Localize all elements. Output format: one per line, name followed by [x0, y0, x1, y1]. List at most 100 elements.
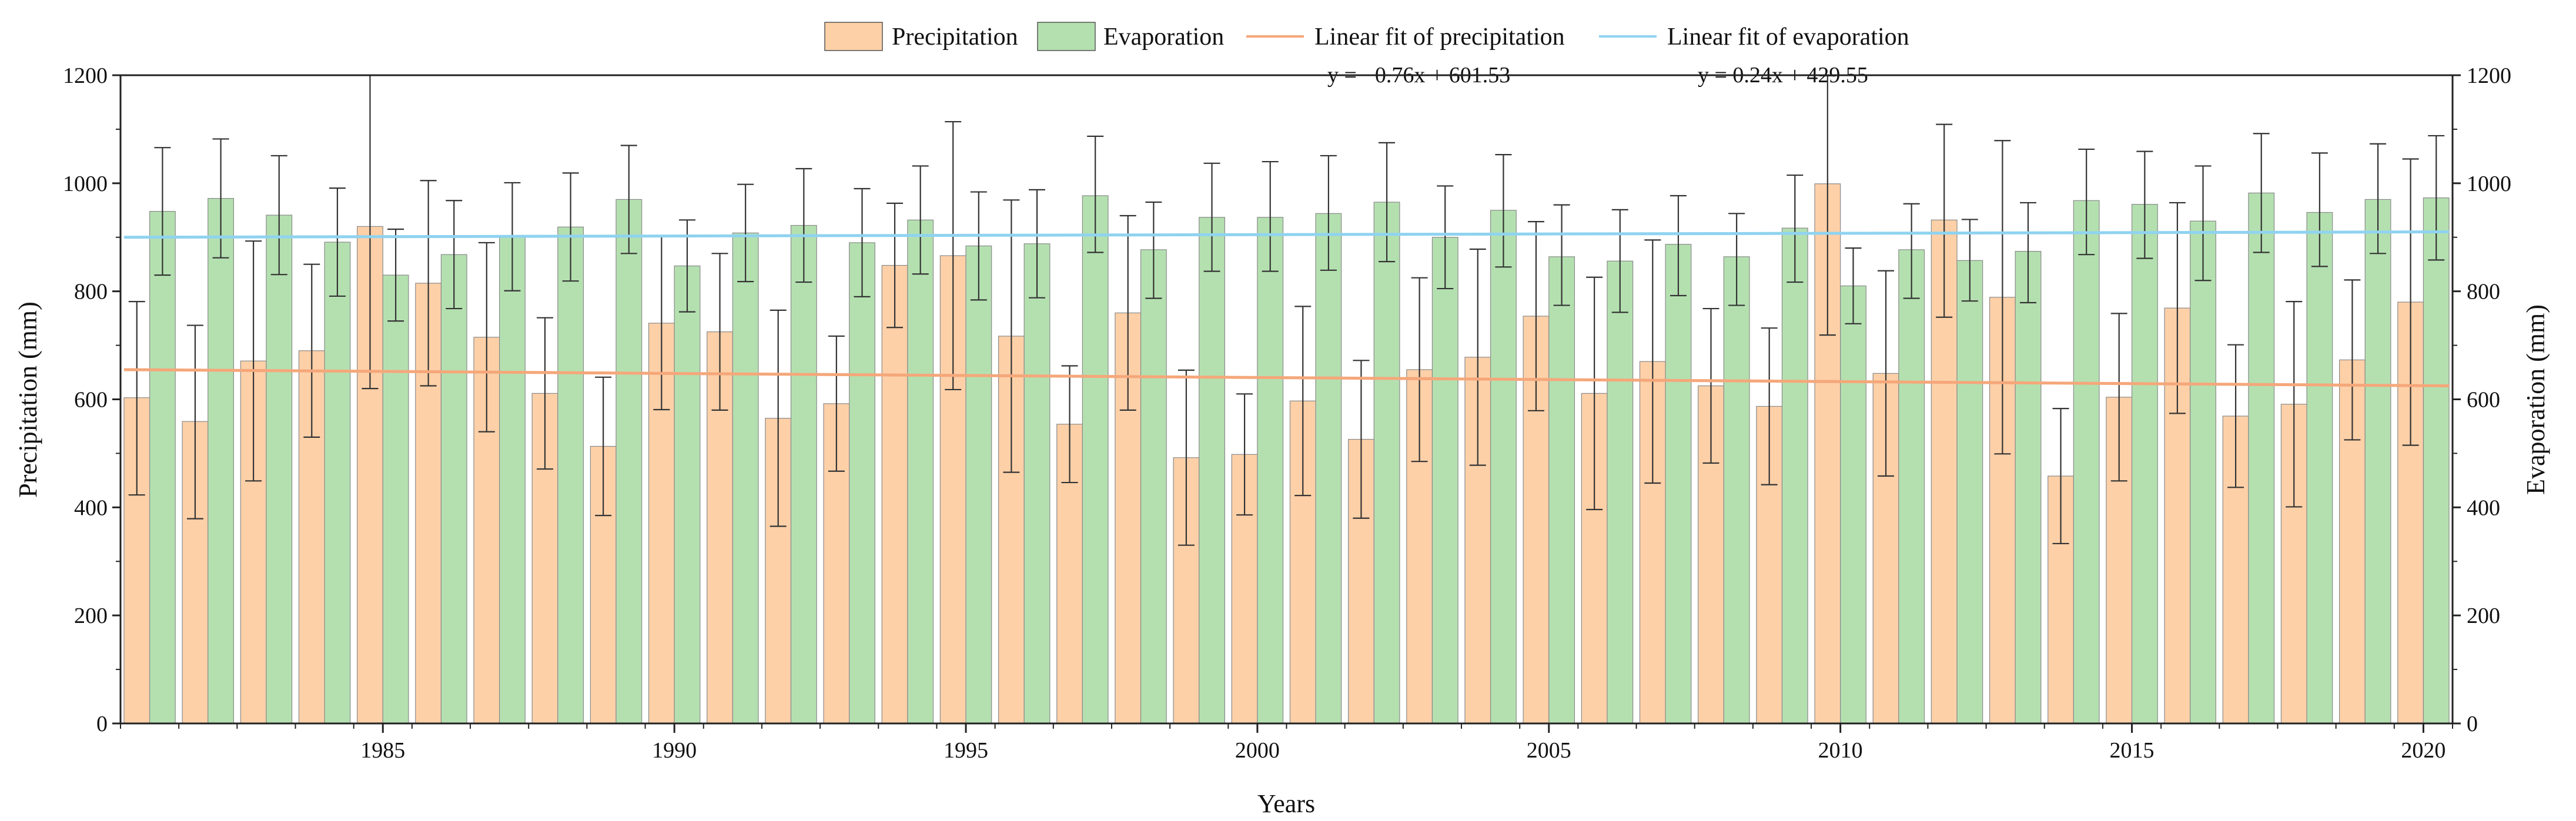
- precipitation-error-bar-1982: [186, 324, 203, 520]
- evaporation-bar-1992: [790, 224, 817, 724]
- right-y-tick-label: 200: [2467, 604, 2500, 628]
- evaporation-bar-1996: [1023, 243, 1051, 724]
- evaporation-bar-1998: [1140, 249, 1167, 724]
- evaporation-bar-1993: [849, 242, 875, 724]
- evaporation-bar-2007: [1665, 244, 1692, 724]
- left-y-tick-label: 1200: [63, 63, 108, 88]
- precipitation-error-bar-1981: [128, 301, 145, 496]
- evaporation-error-bar-2001: [1320, 155, 1337, 271]
- evaporation-error-bar-1985: [387, 228, 404, 322]
- precipitation-error-bar-2020: [2402, 158, 2419, 446]
- precipitation-error-bar-1991: [711, 253, 728, 411]
- evaporation-bar-2018: [2306, 212, 2333, 724]
- x-tick-label-2020: 2020: [2401, 738, 2445, 763]
- evaporation-bar-2009: [1781, 227, 1808, 724]
- right-y-tick-label: 600: [2467, 388, 2500, 413]
- precipitation-error-bar-2002: [1353, 360, 1370, 519]
- evaporation-bar-2010: [1840, 285, 1866, 724]
- bars-layer: [123, 183, 2450, 724]
- evaporation-fit-line: [123, 230, 2450, 239]
- evaporation-error-bar-1983: [270, 155, 287, 276]
- evaporation-bar-2006: [1607, 260, 1634, 724]
- x-tick-label-2005: 2005: [1527, 738, 1571, 763]
- evaporation-error-bar-2018: [2311, 152, 2328, 267]
- legend-label-precipitation: Precipitation: [892, 24, 1018, 51]
- evaporation-bar-2005: [1548, 256, 1575, 724]
- evaporation-bar-2015: [2131, 204, 2158, 724]
- right-y-tick-label: 1200: [2467, 63, 2511, 88]
- evaporation-bar-1987: [499, 236, 526, 724]
- evaporation-bar-2003: [1431, 237, 1458, 724]
- precipitation-error-bar-1995: [945, 120, 962, 391]
- evaporation-bar-1988: [557, 226, 584, 724]
- evaporation-error-bar-1994: [912, 165, 929, 275]
- precipitation-error-bar-2013: [1994, 140, 2011, 455]
- evaporation-error-bar-2002: [1379, 142, 1396, 263]
- left-y-tick-label: 800: [74, 280, 108, 304]
- legend-swatch-precipitation: [824, 22, 883, 51]
- right-y-axis: 0 200 400 600 800 1000 1200: [2453, 63, 2511, 736]
- evaporation-bar-1986: [440, 254, 467, 724]
- evaporation-error-bar-1998: [1145, 201, 1162, 299]
- evaporation-error-bar-2009: [1787, 174, 1804, 283]
- precipitation-error-bar-2019: [2344, 279, 2361, 441]
- precipitation-error-bar-1993: [828, 335, 845, 472]
- precipitation-bar-1994: [881, 264, 908, 724]
- legend-label-evaporation-fit: Linear fit of evaporation: [1667, 24, 1909, 51]
- precipitation-error-bar-1999: [1177, 369, 1195, 546]
- precipitation-error-bar-2000: [1236, 393, 1253, 516]
- precipitation-error-bar-2009: [1761, 327, 1778, 485]
- evaporation-error-bar-2015: [2136, 150, 2153, 259]
- evaporation-bar-1981: [149, 211, 176, 724]
- legend-label-precipitation-fit: Linear fit of precipitation: [1314, 24, 1565, 51]
- precipitation-error-bar-1984: [303, 263, 320, 438]
- left-y-tick-label: 0: [96, 712, 108, 736]
- evaporation-error-bar-2004: [1495, 154, 1512, 268]
- left-y-tick-label: 400: [74, 495, 108, 520]
- precipitation-error-bar-1983: [245, 240, 262, 482]
- right-y-tick-label: 1000: [2467, 172, 2511, 196]
- x-tick-label-1985: 1985: [360, 738, 405, 763]
- x-axis: 1985 1990 1995 2000 2005 2010 2015 2020: [120, 723, 2453, 763]
- evaporation-error-bar-1999: [1203, 162, 1220, 272]
- evaporation-bar-2011: [1898, 249, 1925, 724]
- precipitation-error-bar-1986: [420, 180, 437, 387]
- right-y-tick-label: 800: [2467, 280, 2500, 304]
- evaporation-bar-2004: [1490, 210, 1517, 724]
- precipitation-error-bar-1992: [770, 309, 787, 527]
- precipitation-error-bar-2008: [1702, 307, 1719, 464]
- precipitation-error-bar-2018: [2286, 301, 2303, 508]
- evaporation-bar-1984: [324, 242, 351, 724]
- evaporation-bar-1997: [1082, 195, 1109, 724]
- precipitation-error-bar-1996: [1003, 199, 1020, 473]
- evaporation-error-bar-2011: [1903, 203, 1920, 299]
- precipitation-error-bar-2015: [2110, 313, 2127, 482]
- evaporation-bar-2012: [1956, 260, 1983, 724]
- precipitation-error-bar-2016: [2169, 202, 2186, 414]
- evaporation-bar-1991: [732, 232, 759, 724]
- left-y-tick-label: 200: [74, 604, 108, 628]
- precipitation-error-bar-2004: [1469, 248, 1486, 466]
- evaporation-bar-2000: [1257, 217, 1284, 724]
- precipitation-error-bar-2014: [2052, 408, 2069, 545]
- evaporation-error-bar-2008: [1728, 213, 1745, 306]
- evaporation-bar-2016: [2190, 220, 2216, 724]
- precipitation-fit-line: [123, 368, 2450, 388]
- evaporation-error-bar-2005: [1553, 204, 1570, 306]
- precipitation-error-bar-2011: [1878, 270, 1895, 477]
- right-y-tick-label: 0: [2467, 712, 2478, 736]
- left-y-axis-title: Precipitation (mm): [14, 301, 42, 498]
- plot-frame: [119, 74, 2454, 725]
- evaporation-bar-1989: [615, 199, 643, 724]
- error-bars-layer: [128, 74, 2445, 546]
- evaporation-error-bar-1997: [1087, 135, 1104, 253]
- precipitation-error-bar-1989: [595, 376, 612, 517]
- legend-swatch-evaporation: [1037, 22, 1096, 51]
- evaporation-bar-2013: [2015, 251, 2042, 724]
- evaporation-error-bar-2014: [2078, 148, 2095, 256]
- evaporation-bar-2008: [1723, 256, 1750, 724]
- evaporation-bar-1995: [965, 245, 992, 724]
- evaporation-error-bar-1988: [562, 172, 579, 282]
- evaporation-error-bar-2003: [1437, 185, 1454, 290]
